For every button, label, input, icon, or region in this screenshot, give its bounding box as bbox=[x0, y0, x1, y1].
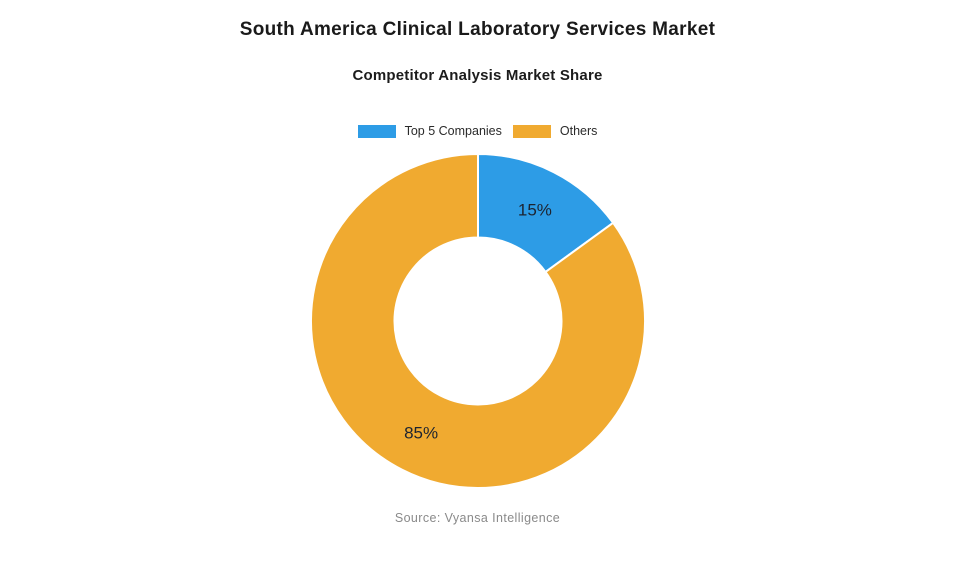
slice-label-top-5-companies: 15% bbox=[517, 200, 551, 219]
legend-item-others: Others bbox=[512, 124, 598, 138]
legend-item-top-5-companies: Top 5 Companies bbox=[357, 124, 502, 138]
legend-swatch-top-5-companies bbox=[357, 124, 396, 138]
donut-slice-others bbox=[309, 152, 646, 489]
source-attribution: Source: Vyansa Intelligence bbox=[394, 511, 561, 525]
slice-label-others: 85% bbox=[404, 424, 438, 443]
legend: Top 5 Companies Others bbox=[357, 124, 598, 138]
legend-label-top-5-companies: Top 5 Companies bbox=[404, 124, 502, 138]
chart-subtitle: Competitor Analysis Market Share bbox=[352, 67, 603, 84]
legend-swatch-others bbox=[512, 124, 551, 138]
donut-chart: 15% 85% bbox=[309, 152, 646, 489]
chart-title: South America Clinical Laboratory Servic… bbox=[239, 19, 716, 40]
legend-label-others: Others bbox=[559, 124, 598, 138]
donut-chart-area: 15% 85% bbox=[308, 151, 648, 496]
